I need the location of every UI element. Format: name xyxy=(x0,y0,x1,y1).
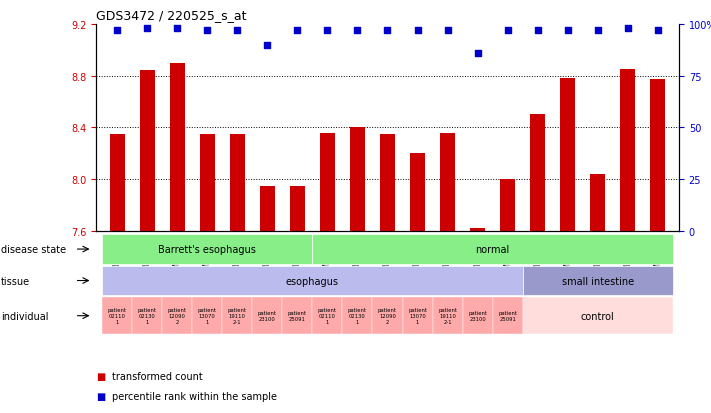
Text: patient
19110
2-1: patient 19110 2-1 xyxy=(228,308,247,324)
Point xyxy=(592,28,604,34)
Text: esophagus: esophagus xyxy=(286,276,339,286)
Point xyxy=(652,28,663,34)
Point xyxy=(171,26,183,32)
Bar xyxy=(501,180,515,231)
Text: ■: ■ xyxy=(96,391,105,401)
Text: normal: normal xyxy=(476,244,510,254)
Point xyxy=(141,26,153,32)
Text: patient
23100: patient 23100 xyxy=(258,311,277,321)
Text: patient
02130
1: patient 02130 1 xyxy=(137,308,156,324)
Text: individual: individual xyxy=(1,311,48,321)
Bar xyxy=(109,135,124,231)
Text: percentile rank within the sample: percentile rank within the sample xyxy=(112,391,277,401)
Point xyxy=(352,28,363,34)
Text: patient
25091: patient 25091 xyxy=(498,311,517,321)
Point xyxy=(532,28,543,34)
Point xyxy=(201,28,213,34)
Bar xyxy=(440,133,455,231)
Bar xyxy=(560,79,575,231)
Bar xyxy=(530,115,545,231)
Point xyxy=(262,42,273,49)
Text: patient
02110
1: patient 02110 1 xyxy=(107,308,127,324)
Text: patient
19110
2-1: patient 19110 2-1 xyxy=(438,308,457,324)
Bar xyxy=(590,174,605,231)
Text: transformed count: transformed count xyxy=(112,371,203,381)
Bar xyxy=(651,80,665,231)
Point xyxy=(562,28,574,34)
Text: tissue: tissue xyxy=(1,276,30,286)
Point xyxy=(622,26,634,32)
Text: patient
02110
1: patient 02110 1 xyxy=(318,308,337,324)
Text: small intestine: small intestine xyxy=(562,276,634,286)
Point xyxy=(472,50,483,57)
Bar xyxy=(200,135,215,231)
Bar xyxy=(621,70,636,231)
Text: patient
12090
2: patient 12090 2 xyxy=(378,308,397,324)
Text: patient
13070
1: patient 13070 1 xyxy=(198,308,217,324)
Point xyxy=(412,28,423,34)
Bar xyxy=(350,128,365,231)
Point xyxy=(232,28,243,34)
Bar xyxy=(470,229,485,231)
Bar xyxy=(230,135,245,231)
Text: patient
02130
1: patient 02130 1 xyxy=(348,308,367,324)
Bar xyxy=(410,154,425,231)
Text: patient
23100: patient 23100 xyxy=(468,311,487,321)
Point xyxy=(502,28,513,34)
Point xyxy=(442,28,454,34)
Text: patient
12090
2: patient 12090 2 xyxy=(168,308,186,324)
Point xyxy=(292,28,303,34)
Point xyxy=(112,28,123,34)
Bar xyxy=(260,186,274,231)
Point xyxy=(321,28,333,34)
Text: patient
13070
1: patient 13070 1 xyxy=(408,308,427,324)
Bar xyxy=(380,135,395,231)
Text: disease state: disease state xyxy=(1,244,66,254)
Text: patient
25091: patient 25091 xyxy=(288,311,307,321)
Text: Barrett's esophagus: Barrett's esophagus xyxy=(159,244,256,254)
Bar xyxy=(290,186,305,231)
Bar xyxy=(170,64,185,231)
Text: ■: ■ xyxy=(96,371,105,381)
Bar xyxy=(139,71,154,231)
Point xyxy=(382,28,393,34)
Text: control: control xyxy=(581,311,615,321)
Bar xyxy=(320,133,335,231)
Text: GDS3472 / 220525_s_at: GDS3472 / 220525_s_at xyxy=(96,9,247,22)
